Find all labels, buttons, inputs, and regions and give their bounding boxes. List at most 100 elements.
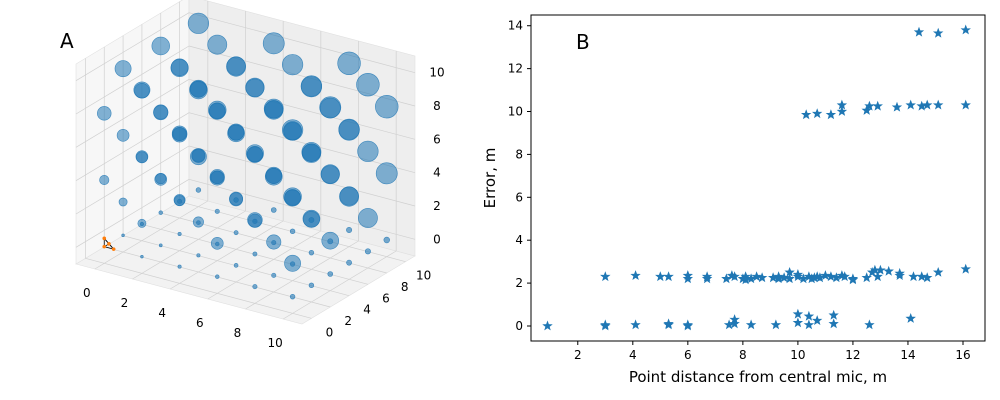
x-tick-label: 8 — [234, 326, 242, 340]
source-point — [375, 94, 399, 119]
back-gridline-z — [188, 78, 416, 140]
x-tick-label: 4 — [629, 348, 637, 362]
error-point — [600, 319, 611, 330]
error-point — [960, 24, 971, 35]
source-point — [301, 142, 322, 162]
z-tick-label: 8 — [433, 99, 441, 113]
error-point — [905, 99, 916, 110]
source-point — [338, 118, 360, 140]
error-point — [745, 319, 757, 330]
mic-array — [102, 236, 116, 251]
error-point — [778, 272, 790, 283]
error-point — [803, 319, 815, 330]
left-gridline-z — [75, 145, 190, 215]
z-tick-label: 6 — [433, 132, 441, 146]
error-point — [872, 100, 883, 111]
error-point — [891, 101, 903, 112]
y-tick-label: 0 — [326, 325, 334, 339]
error-point — [960, 263, 971, 274]
y-tick-label: 6 — [515, 190, 523, 204]
error-point — [932, 99, 944, 110]
source-point — [137, 218, 147, 228]
x-tick-label: 10 — [790, 348, 805, 362]
error-point — [701, 271, 713, 282]
x-tick-label: 14 — [900, 348, 915, 362]
left-gridline-z — [75, 45, 190, 115]
left-gridline-z — [75, 12, 190, 81]
x-tick-label: 0 — [83, 286, 91, 300]
error-point — [861, 272, 872, 283]
error-point — [960, 99, 971, 110]
error-point — [773, 271, 784, 282]
error-point — [921, 272, 933, 283]
error-point — [825, 271, 837, 282]
x-tick-label: 6 — [684, 348, 692, 362]
source-point — [289, 293, 296, 300]
source-point — [308, 249, 315, 256]
source-point — [358, 208, 378, 228]
y-tick-label: 6 — [382, 291, 390, 305]
error-point — [864, 319, 875, 330]
y-tick-label: 8 — [401, 280, 409, 294]
source-point — [189, 79, 208, 98]
source-point — [245, 77, 265, 97]
error-point — [908, 271, 919, 282]
source-point — [215, 274, 220, 279]
source-point — [252, 251, 258, 257]
floor-gridline-y — [85, 257, 312, 319]
source-point — [177, 232, 182, 237]
floor-gridline-x — [94, 200, 209, 270]
source-point — [116, 129, 130, 142]
source-point — [281, 54, 304, 76]
3d-points — [97, 12, 399, 300]
floor-gridline-x — [132, 210, 246, 280]
error-point — [905, 313, 916, 323]
back-gridline-z — [188, 12, 416, 74]
error-point — [820, 270, 831, 281]
error-point — [682, 273, 693, 284]
error-point — [836, 106, 848, 116]
source-point — [289, 228, 296, 235]
source-point — [356, 72, 380, 97]
error-point — [875, 264, 886, 275]
source-point — [270, 207, 277, 213]
error-point — [682, 319, 694, 330]
x-tick-label: 16 — [955, 348, 970, 362]
source-point — [121, 233, 125, 238]
mic-marker — [102, 244, 107, 249]
source-point — [158, 210, 163, 215]
error-point — [913, 26, 925, 37]
source-point — [281, 119, 304, 141]
source-point — [170, 58, 189, 77]
x-tick-label: 2 — [574, 348, 582, 362]
source-point — [302, 209, 321, 228]
y-axis-label: Error, m — [481, 148, 499, 209]
source-point — [187, 12, 210, 34]
source-point — [252, 284, 258, 290]
source-point — [210, 237, 224, 250]
source-point — [263, 98, 284, 119]
source-point — [191, 148, 206, 163]
error-point — [932, 266, 944, 277]
y-tick-label: 10 — [508, 105, 523, 119]
floor-gridline-x — [207, 230, 322, 300]
source-point — [284, 254, 301, 272]
mic-marker — [107, 242, 111, 246]
error-point — [792, 317, 804, 328]
error-point — [792, 308, 804, 319]
source-point — [133, 81, 151, 99]
source-point — [214, 208, 220, 214]
source-point — [319, 96, 342, 119]
mic-marker — [111, 247, 116, 251]
error-point — [811, 315, 823, 325]
source-point — [245, 144, 264, 163]
left-gridline-z — [75, 79, 190, 148]
error-point — [864, 100, 875, 111]
y-tick-label: 12 — [508, 62, 523, 76]
error-point — [751, 271, 762, 282]
source-point — [192, 216, 204, 228]
error-point — [630, 319, 641, 330]
error-point — [883, 265, 894, 276]
panel-b-label: B — [576, 30, 590, 54]
